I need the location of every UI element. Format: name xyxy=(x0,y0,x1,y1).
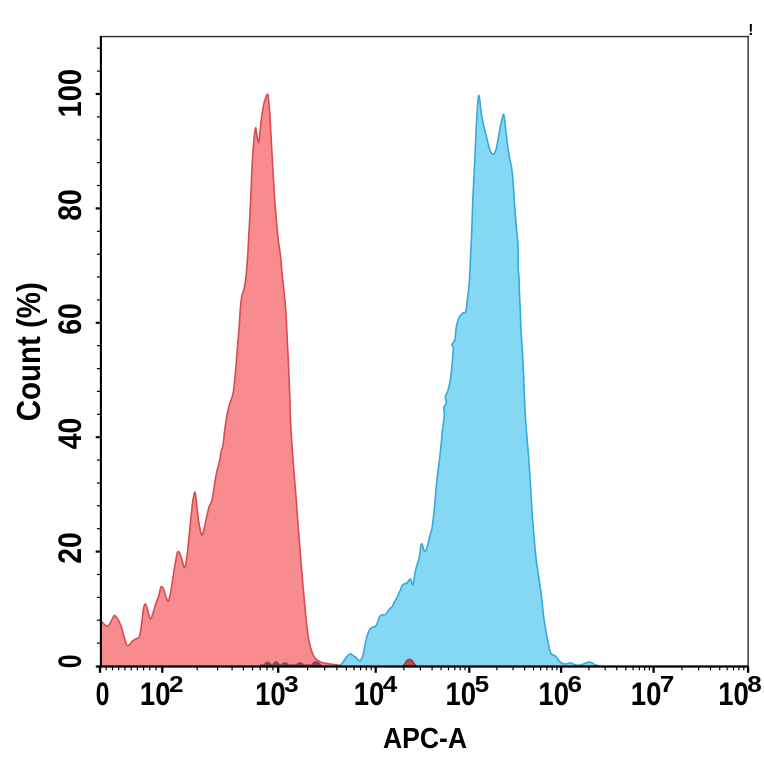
svg-text:10: 10 xyxy=(140,676,171,712)
svg-text:7: 7 xyxy=(660,671,675,697)
svg-text:3: 3 xyxy=(284,671,299,697)
svg-text:10: 10 xyxy=(354,676,385,712)
svg-text:8: 8 xyxy=(747,671,762,697)
svg-text:40: 40 xyxy=(52,418,88,450)
svg-text:60: 60 xyxy=(52,303,88,335)
svg-text:0: 0 xyxy=(52,654,88,668)
svg-text:4: 4 xyxy=(383,671,398,697)
svg-text:10: 10 xyxy=(255,676,286,712)
svg-text:100: 100 xyxy=(52,69,88,118)
svg-text:0: 0 xyxy=(96,676,110,712)
svg-text:!: ! xyxy=(748,22,753,39)
svg-text:10: 10 xyxy=(718,676,749,712)
svg-text:10: 10 xyxy=(631,676,662,712)
svg-text:5: 5 xyxy=(475,671,490,697)
svg-text:6: 6 xyxy=(568,671,583,697)
svg-text:Count (%): Count (%) xyxy=(10,282,47,421)
svg-text:80: 80 xyxy=(52,189,88,221)
svg-text:10: 10 xyxy=(538,676,569,712)
svg-text:10: 10 xyxy=(446,676,477,712)
svg-text:20: 20 xyxy=(52,532,88,564)
svg-text:2: 2 xyxy=(169,671,184,697)
svg-text:APC-A: APC-A xyxy=(383,723,467,755)
